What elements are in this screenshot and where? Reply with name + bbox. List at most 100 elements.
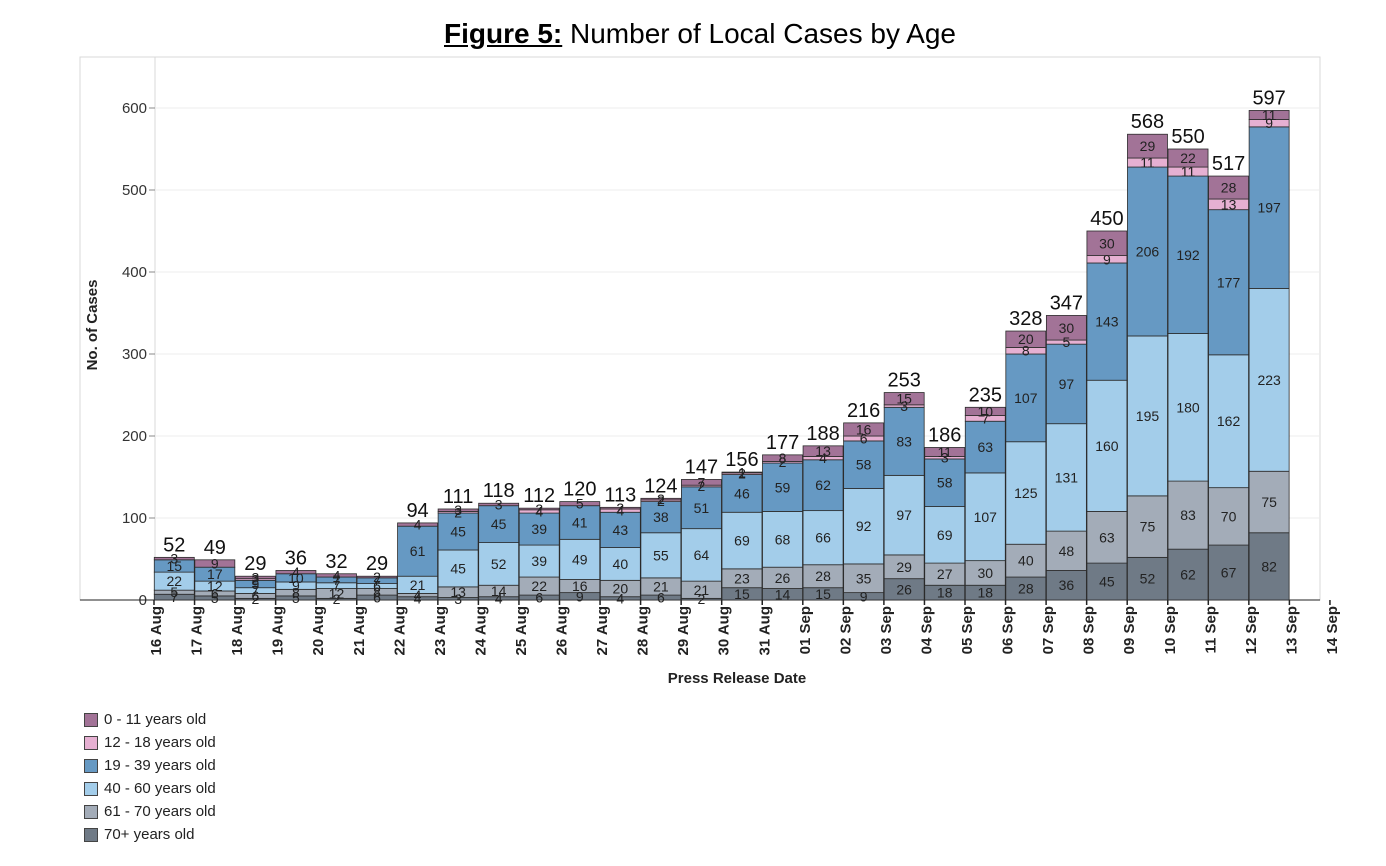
legend-label: 70+ years old <box>104 826 195 843</box>
segment-label: 107 <box>1014 390 1038 406</box>
legend-swatch <box>84 804 98 819</box>
bar-segment <box>924 447 966 457</box>
segment-label: 4 <box>414 590 422 606</box>
segment-label: 107 <box>974 509 998 525</box>
bar-segment <box>640 501 682 534</box>
y-tick-label: 300 <box>122 346 147 363</box>
segment-label: 5 <box>1062 334 1070 350</box>
x-tick-label: 14 Sep <box>1324 606 1341 654</box>
bar-segment <box>1167 548 1209 601</box>
segment-label: 14 <box>491 583 507 599</box>
y-axis-label: No. of Cases <box>84 280 101 371</box>
segment-label: 4 <box>495 590 503 606</box>
legend-swatch <box>84 758 98 773</box>
bar-segment <box>1167 148 1209 168</box>
bar-segment <box>1127 556 1168 601</box>
segment-label: 4 <box>535 503 543 519</box>
bar-segment <box>437 549 479 588</box>
bar-segment <box>599 511 641 548</box>
segment-label: 40 <box>613 556 629 572</box>
bar-segment <box>1248 470 1290 534</box>
segment-label: 46 <box>734 485 750 501</box>
bar-segment <box>1208 175 1249 200</box>
bar-segment <box>518 512 560 546</box>
segment-label: 41 <box>572 515 588 531</box>
total-label: 253 <box>887 370 920 392</box>
x-tick-label: 03 Sep <box>878 606 895 654</box>
bar-segment <box>1248 110 1290 120</box>
segment-label: 9 <box>1103 251 1111 267</box>
bar-segment <box>437 508 479 512</box>
bar-segment <box>234 575 276 580</box>
segment-label: 3 <box>454 502 462 518</box>
bars <box>153 110 1290 601</box>
segment-label: 11 <box>1181 164 1196 180</box>
segment-label: 162 <box>1217 413 1241 429</box>
segment-label: 67 <box>1221 565 1237 581</box>
segment-label: 6 <box>373 578 381 594</box>
segment-label: 15 <box>896 391 912 407</box>
bar-segment <box>1005 441 1047 545</box>
segment-label: 4 <box>414 587 422 603</box>
segment-label: 30 <box>977 565 993 581</box>
total-label: 597 <box>1252 87 1285 109</box>
segment-label: 2 <box>251 572 259 588</box>
bar-segment <box>1167 175 1209 334</box>
segment-label: 2 <box>738 466 746 482</box>
segment-label: 97 <box>896 507 912 523</box>
segment-label: 3 <box>454 591 462 607</box>
segment-label: 43 <box>613 522 629 538</box>
x-tick-label: 10 Sep <box>1162 606 1179 654</box>
segment-label: 7 <box>251 583 259 599</box>
bar-segment <box>518 544 560 578</box>
legend-swatch <box>84 827 98 842</box>
x-tick-label: 09 Sep <box>1121 606 1138 654</box>
segment-label: 8 <box>292 585 300 601</box>
segment-label: 30 <box>1099 235 1115 251</box>
segment-label: 6 <box>251 588 259 604</box>
segment-label: 21 <box>694 582 710 598</box>
segment-label: 3 <box>941 450 949 466</box>
bar-segment <box>843 440 885 489</box>
bar-segment <box>1086 562 1128 601</box>
segment-label: 2 <box>454 504 462 520</box>
segment-label: 180 <box>1176 399 1200 415</box>
segment-label: 10 <box>977 403 993 419</box>
segment-label: 9 <box>211 556 219 572</box>
segment-label: 49 <box>572 551 588 567</box>
bar-segment <box>762 511 803 568</box>
segment-label: 11 <box>1140 155 1155 171</box>
total-label: 112 <box>523 485 555 507</box>
segment-label: 7 <box>698 474 706 490</box>
bar-segment <box>1208 209 1249 356</box>
x-tick-label: 12 Sep <box>1243 606 1260 654</box>
bar-segment <box>397 522 438 527</box>
segment-label: 6 <box>373 590 381 606</box>
segment-label: 28 <box>1221 180 1237 196</box>
segment-label: 51 <box>694 500 710 516</box>
bar-segment <box>1208 544 1249 601</box>
total-label: 113 <box>604 484 636 506</box>
legend-item: 70+ years old <box>84 823 216 846</box>
total-label: 124 <box>644 475 677 497</box>
bar-segment <box>964 406 1006 416</box>
total-label: 32 <box>325 551 347 573</box>
segment-label: 68 <box>775 531 791 547</box>
y-tick-label: 200 <box>122 428 147 445</box>
segment-label: 3 <box>495 496 503 512</box>
segment-label: 9 <box>860 588 868 604</box>
bar-segment <box>153 556 195 561</box>
segment-label: 11 <box>1262 107 1277 123</box>
bar-segment <box>1248 532 1290 601</box>
segment-label: 5 <box>292 590 300 606</box>
segment-label: 2 <box>333 591 341 607</box>
segment-label: 20 <box>613 581 629 597</box>
segment-label: 97 <box>1059 376 1075 392</box>
x-tick-label: 27 Aug <box>594 606 611 655</box>
segment-label: 66 <box>815 530 831 546</box>
total-label: 188 <box>806 423 839 445</box>
segment-label: 69 <box>937 527 953 543</box>
total-label: 550 <box>1171 126 1204 148</box>
bar-segment <box>478 502 520 507</box>
segment-label: 38 <box>653 509 669 525</box>
